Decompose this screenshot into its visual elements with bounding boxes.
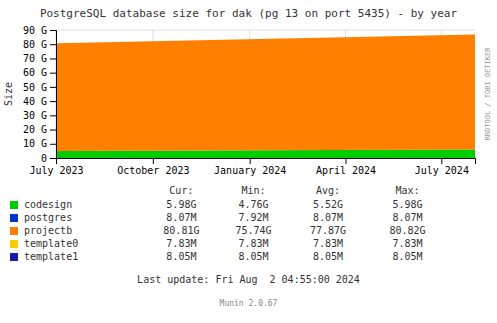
table-header: Cur: [169,185,193,196]
y-tick: 90 G [23,25,56,36]
x-tick: July 2023 [29,158,83,176]
y-tick: 80 G [23,39,56,50]
y-tick-mark [50,158,56,159]
x-tick-mark [153,158,154,164]
x-tick-label: July 2023 [29,165,83,176]
table-cell: 80.81G [163,225,199,236]
y-tick-label: 0 [41,153,47,164]
chart: July 2023 October 2023 January 2024 April 2… [0,0,497,323]
y-tick: 30 G [23,110,56,121]
legend-swatch [10,201,18,209]
table-header: Min: [241,185,265,196]
y-tick-label: 20 G [23,124,47,135]
y-axis-line [50,31,57,159]
y-tick-mark [50,30,56,31]
legend-swatch [10,253,18,261]
table-cell: 8.05M [313,251,343,262]
legend-label: postgres [24,212,72,223]
version: Munin 2.0.67 [220,299,278,308]
x-tick: July 2024 [415,158,469,176]
y-tick-mark [50,115,56,116]
x-tick-label: October 2023 [117,165,189,176]
x-tick: April 2024 [316,158,376,176]
last-update: Last update: Fri Aug 2 04:55:00 2024 [137,274,360,285]
y-tick: 50 G [23,82,56,93]
y-tick-mark [50,73,56,74]
table-cell: 80.82G [389,225,425,236]
y-tick-mark [50,101,56,102]
y-tick-mark [50,144,56,145]
table-cell: 7.83M [238,238,268,249]
y-tick: 70 G [23,53,56,64]
legend-swatch [10,227,18,235]
x-tick-label: July 2024 [415,165,469,176]
y-tick-mark [50,44,56,45]
legend-swatch [10,240,18,248]
table-cell: 8.05M [166,251,196,262]
title: PostgreSQL database size for dak (pg 13 … [40,7,458,20]
y-tick: 60 G [23,67,56,78]
y-tick-label: 10 G [23,138,47,149]
legend-label: template0 [24,238,78,249]
x-tick: October 2023 [117,158,189,176]
areas [56,35,475,158]
legend-swatch [10,214,18,222]
y-tick-label: 60 G [23,67,47,78]
plot: July 2023 October 2023 January 2024 April 2… [23,25,476,176]
watermark: RRDTOOL / TOBI OETIKER [484,47,492,141]
table-cell: 8.05M [392,251,422,262]
table-cell: 5.98G [392,199,422,210]
y-axis: 0 10 G 20 G 30 G 40 G 50 G 60 G 70 G 80 G 90 G [23,25,57,164]
y-tick-label: 30 G [23,110,47,121]
y-tick-label: 50 G [23,82,47,93]
x-axis-line [57,159,476,165]
table-cell: 8.07M [313,212,343,223]
table-cell: 7.83M [392,238,422,249]
y-tick: 40 G [23,96,56,107]
y-tick: 20 G [23,124,56,135]
grid [56,30,475,158]
legend-label: projectb [24,225,72,236]
x-tick: January 2024 [214,158,286,176]
table-cell: 4.76G [238,199,268,210]
legend-label: codesign [24,199,72,210]
legend-label: template1 [24,251,78,262]
x-tick-mark [346,158,347,164]
y-tick-label: 90 G [23,25,47,36]
table-cell: 8.05M [238,251,268,262]
area [56,35,475,44]
y-tick: 10 G [23,138,56,149]
table-cell: 77.87G [310,225,346,236]
grid-line [56,30,475,31]
table-cell: 8.07M [392,212,422,223]
table-header: Max: [395,185,419,196]
table-header: Avg: [316,185,340,196]
y-tick-label: 40 G [23,96,47,107]
x-tick-mark [250,158,251,164]
y-tick-mark [50,58,56,59]
x-tick-label: April 2024 [316,165,376,176]
y-tick-mark [50,130,56,131]
area [56,35,475,151]
table-cell: 7.83M [166,238,196,249]
area [56,149,475,158]
y-tick: 0 [41,153,56,164]
y-tick-mark [50,87,56,88]
y-tick-label: 70 G [23,53,47,64]
area [56,35,475,44]
table-cell: 75.74G [235,225,271,236]
table-cell: 5.98G [166,199,196,210]
table-cell: 8.07M [166,212,196,223]
y-label: Size [3,82,14,106]
x-tick-label: January 2024 [214,165,286,176]
table-cell: 7.83M [313,238,343,249]
table-cell: 7.92M [238,212,268,223]
x-axis: July 2023 October 2023 January 2024 April 2… [29,158,475,176]
x-tick-mark [441,158,442,164]
table-cell: 5.52G [313,199,343,210]
y-tick-label: 80 G [23,39,47,50]
